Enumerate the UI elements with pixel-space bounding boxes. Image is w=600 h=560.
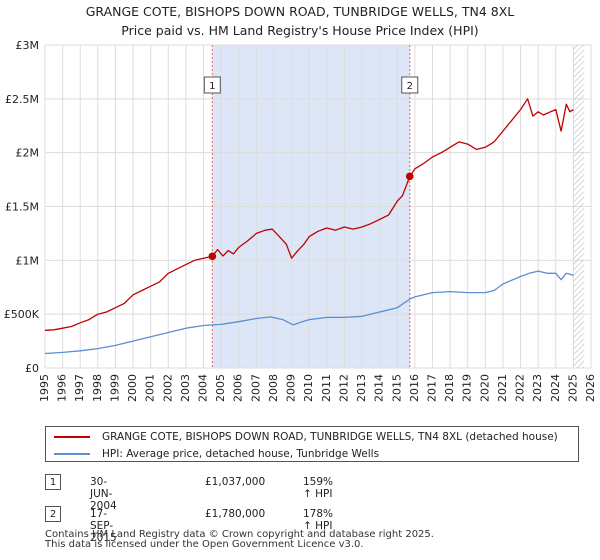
x-tick-label: 2016	[408, 374, 421, 402]
price-chart: 1 2 £0 £500K £1M £1.5M £2M £2.5M £3M 1995 1996 199…	[4, 39, 597, 402]
x-tick-label: 2021	[496, 374, 509, 402]
x-tick-label: 2023	[531, 374, 544, 402]
sale-marker-box-2	[401, 76, 419, 94]
x-tick-label: 2004	[197, 374, 210, 402]
sale-marker-box-1	[203, 76, 221, 94]
sale-point-2	[405, 172, 414, 181]
x-tick-label: 2026	[584, 374, 597, 402]
hpi-series-line	[44, 270, 574, 355]
x-tick-label: 2024	[549, 374, 562, 402]
x-tick-label: 2018	[443, 374, 456, 402]
y-tick-label: £2M	[16, 147, 40, 160]
sale-point-1	[208, 252, 217, 261]
x-tick-label: 1996	[56, 374, 69, 402]
x-tick-label: 2011	[320, 374, 333, 402]
sale-marker-label-2: 2	[407, 81, 413, 92]
x-tick-label: 2003	[179, 374, 192, 402]
y-tick-label: £0	[25, 362, 39, 375]
sale-hpi-change: 178% ↑ HPI	[303, 508, 334, 532]
x-tick-label: 2019	[461, 374, 474, 402]
title-line-1: GRANGE COTE, BISHOPS DOWN ROAD, TUNBRIDG…	[85, 4, 515, 19]
y-tick-label: £1.5M	[5, 201, 39, 214]
x-tick-label: 2007	[249, 374, 262, 402]
sale-number-badge: 2	[45, 506, 61, 522]
x-tick-label: 2012	[337, 374, 350, 402]
legend-item-hpi: HPI: Average price, detached house, Tunb…	[54, 445, 379, 462]
x-tick-label: 2009	[285, 374, 298, 402]
x-tick-label: 2006	[232, 374, 245, 402]
property-series-line	[44, 98, 574, 331]
x-tick-label: 2002	[161, 374, 174, 402]
sale-hpi-change: 159% ↑ HPI	[303, 476, 334, 500]
y-tick-label: £2.5M	[5, 93, 39, 106]
x-tick-label: 2015	[390, 374, 403, 402]
x-tick-label: 2025	[566, 374, 579, 402]
x-tick-label: 2022	[514, 374, 527, 402]
legend: GRANGE COTE, BISHOPS DOWN ROAD, TUNBRIDG…	[45, 426, 579, 462]
legend-swatch-hpi	[54, 452, 90, 455]
sale-date: 17-SEP-2015	[90, 508, 117, 544]
future-hatch	[573, 45, 584, 368]
x-tick-label: 1997	[73, 374, 86, 402]
x-tick-label: 2013	[355, 374, 368, 402]
x-tick-label: 1998	[91, 374, 104, 402]
x-tick-label: 1995	[38, 374, 51, 402]
chart-title: GRANGE COTE, BISHOPS DOWN ROAD, TUNBRIDG…	[0, 2, 600, 40]
y-tick-label: £3M	[16, 39, 40, 52]
sale-marker-label-1: 1	[209, 81, 215, 92]
title-line-2: Price paid vs. HM Land Registry's House …	[121, 23, 479, 38]
footer-line-1: Contains HM Land Registry data © Crown c…	[45, 529, 434, 540]
x-tick-label: 2001	[144, 374, 157, 402]
sale-number-badge: 1	[45, 474, 61, 490]
y-tick-label: £500K	[4, 308, 40, 321]
x-tick-label: 2010	[302, 374, 315, 402]
footer-line-2: This data is licensed under the Open Gov…	[45, 539, 364, 550]
legend-item-property: GRANGE COTE, BISHOPS DOWN ROAD, TUNBRIDG…	[54, 428, 558, 445]
x-tick-label: 2008	[267, 374, 280, 402]
x-tick-label: 2014	[373, 374, 386, 402]
sale-date: 30-JUN-2004	[90, 476, 117, 512]
x-tick-label: 2020	[478, 374, 491, 402]
x-tick-label: 1999	[108, 374, 121, 402]
sale-price: £1,037,000	[205, 476, 266, 488]
legend-swatch-property	[54, 435, 90, 438]
sale-price: £1,780,000	[205, 508, 266, 520]
x-tick-label: 2017	[425, 374, 438, 402]
x-tick-label: 2000	[126, 374, 139, 402]
x-tick-label: 2005	[214, 374, 227, 402]
footer: Contains HM Land Registry data © Crown c…	[45, 530, 434, 550]
legend-label-hpi: HPI: Average price, detached house, Tunb…	[102, 447, 380, 460]
legend-label-property: GRANGE COTE, BISHOPS DOWN ROAD, TUNBRIDG…	[102, 430, 558, 443]
y-tick-label: £1M	[16, 254, 40, 267]
